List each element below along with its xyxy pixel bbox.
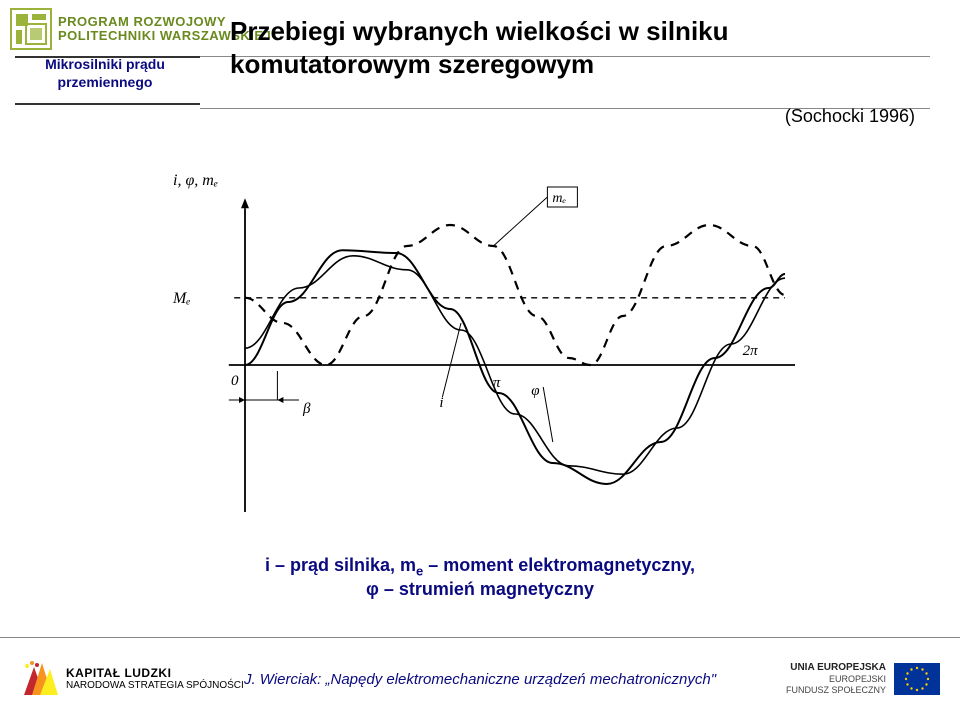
svg-text:i, φ, mₑ: i, φ, mₑ [173, 172, 218, 189]
legend: i – prąd silnika, me – moment elektromag… [0, 555, 960, 600]
legend-part: – moment elektromagnetyczny, [423, 555, 695, 575]
eu-line3: FUNDUSZ SPOŁECZNY [786, 685, 886, 696]
footer-left: KAPITAŁ LUDZKI NARODOWA STRATEGIA SPÓJNO… [20, 659, 244, 699]
kl-small: NARODOWA STRATEGIA SPÓJNOŚCI [66, 680, 244, 692]
page-title: Przebiegi wybranych wielkości w silniku … [230, 15, 930, 80]
kl-big: KAPITAŁ LUDZKI [66, 666, 244, 680]
kl-text: KAPITAŁ LUDZKI NARODOWA STRATEGIA SPÓJNO… [66, 666, 244, 692]
divider [15, 103, 200, 105]
citation: (Sochocki 1996) [785, 106, 915, 127]
svg-text:i: i [439, 395, 443, 411]
legend-part: i – prąd silnika, m [265, 555, 416, 575]
eu-flag-icon [894, 663, 940, 695]
footer-right: UNIA EUROPEJSKA EUROPEJSKI FUNDUSZ SPOŁE… [786, 662, 940, 697]
eu-line1: UNIA EUROPEJSKA [786, 662, 886, 675]
footer-center: J. Wierciak: „Napędy elektromechaniczne … [244, 671, 716, 688]
svg-text:0: 0 [231, 373, 239, 389]
kapital-ludzki-logo: KAPITAŁ LUDZKI NARODOWA STRATEGIA SPÓJNO… [20, 659, 244, 699]
header: PROGRAM ROZWOJOWY POLITECHNIKI WARSZAWSK… [0, 0, 960, 150]
svg-text:mₑ: mₑ [552, 191, 566, 206]
eu-line2: EUROPEJSKI [786, 674, 886, 685]
sidebar-label: Mikrosilniki prądu przemiennego [20, 55, 190, 91]
kl-icon [20, 659, 60, 699]
svg-text:2π: 2π [743, 343, 759, 359]
eu-text: UNIA EUROPEJSKA EUROPEJSKI FUNDUSZ SPOŁE… [786, 662, 886, 697]
waveform-diagram: i, φ, mₑMₑωt0π2πmₑφiβ [155, 155, 795, 525]
svg-text:φ: φ [531, 383, 539, 399]
svg-text:Mₑ: Mₑ [172, 290, 191, 307]
legend-part: φ – strumień magnetyczny [366, 579, 594, 599]
sidebar-line2: przemiennego [58, 74, 153, 90]
footer: KAPITAŁ LUDZKI NARODOWA STRATEGIA SPÓJNO… [0, 637, 960, 720]
pw-logo-icon [10, 8, 52, 50]
svg-text:π: π [493, 375, 501, 391]
sidebar-line1: Mikrosilniki prądu [45, 56, 165, 72]
svg-text:β: β [302, 401, 311, 417]
